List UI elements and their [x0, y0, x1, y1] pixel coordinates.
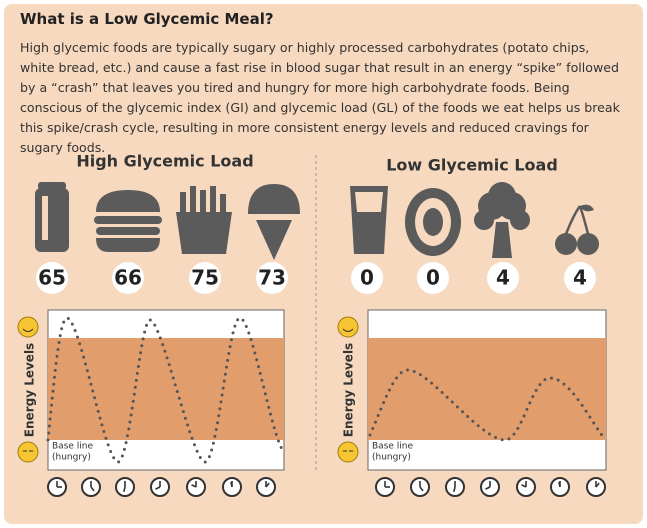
baseline-note: (hungry) — [52, 453, 91, 463]
food-icons — [350, 182, 599, 258]
energy-graph: Base line (hungry) Energy Levels — [337, 309, 607, 471]
title: What is a Low Glycemic Meal? — [20, 10, 274, 28]
load-value: 4 — [496, 266, 510, 290]
load-value: 4 — [573, 266, 587, 290]
y-axis-label: Energy Levels — [342, 343, 356, 437]
baseline-note: (hungry) — [372, 453, 411, 463]
load-value: 66 — [114, 266, 142, 290]
clock-hand — [90, 486, 95, 492]
load-value: 65 — [38, 266, 66, 290]
clock-hand — [558, 481, 561, 488]
panel-title: High Glycemic Load — [76, 152, 253, 171]
energy-graph: Base line (hungry) Energy Levels — [17, 309, 286, 471]
clock-hand — [453, 486, 456, 493]
baseline-label: Base line — [372, 442, 413, 452]
load-value: 75 — [191, 266, 219, 290]
y-axis-label: Energy Levels — [23, 343, 37, 437]
clock-hand — [521, 484, 527, 488]
load-value: 0 — [360, 266, 374, 290]
clock-hand — [485, 486, 491, 490]
clock-hand — [155, 486, 161, 490]
load-badges: 65 66 75 73 0 0 4 4 — [36, 262, 596, 294]
load-value: 0 — [426, 266, 440, 290]
intro: High glycemic foods are typically sugary… — [20, 40, 620, 155]
panel-title: Low Glycemic Load — [386, 156, 558, 175]
clock-hand — [230, 481, 233, 488]
clock-hand — [123, 486, 126, 493]
clocks — [47, 477, 606, 497]
clock-hand — [595, 482, 600, 488]
clock-hand — [191, 484, 197, 488]
clock-hand — [265, 482, 270, 488]
clock-hand — [419, 486, 424, 492]
baseline-label: Base line — [52, 442, 93, 452]
food-icons — [35, 182, 300, 260]
load-value: 73 — [258, 266, 286, 290]
